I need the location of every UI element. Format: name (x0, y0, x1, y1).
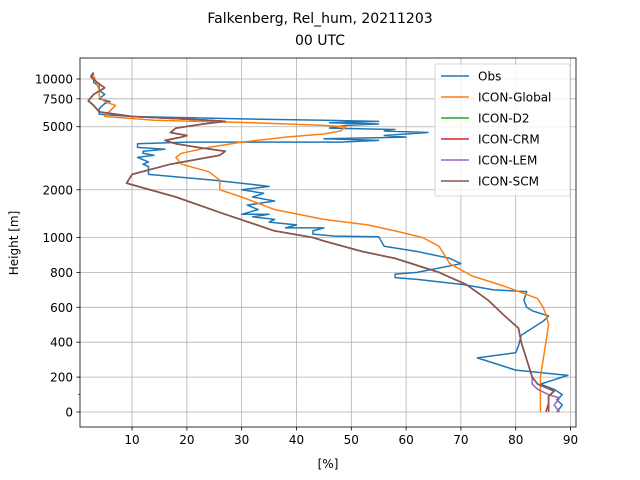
grid-lines (80, 58, 576, 427)
y-tick-label: 0 (65, 406, 73, 420)
plot-area (87, 71, 569, 413)
x-tick-label: 30 (234, 433, 249, 447)
x-axis-ticks: 10 20 30 40 50 60 70 80 90 (124, 427, 578, 447)
series-line-icon-scm (87, 73, 555, 412)
y-tick-label: 10000 (35, 73, 73, 87)
x-tick-label: 20 (179, 433, 194, 447)
series-line-icon-global (93, 75, 550, 412)
legend-label: Obs (478, 70, 501, 84)
y-tick-label: 400 (50, 336, 73, 350)
legend: Obs ICON-Global ICON-D2 ICON-CRM ICON-LEM ICO… (434, 63, 571, 197)
plot-frame (79, 57, 577, 428)
x-tick-label: 90 (563, 433, 578, 447)
y-axis-label: Height [m] (7, 211, 21, 276)
legend-label: ICON-CRM (478, 133, 540, 147)
legend-label: ICON-Global (478, 91, 551, 105)
x-tick-label: 40 (289, 433, 304, 447)
legend-label: ICON-SCM (478, 175, 539, 189)
x-tick-label: 70 (453, 433, 468, 447)
legend-label: ICON-D2 (478, 112, 530, 126)
y-tick-label: 7500 (42, 92, 73, 106)
y-tick-label: 2000 (42, 183, 73, 197)
x-axis-label: [%] (318, 457, 339, 471)
x-tick-label: 80 (508, 433, 523, 447)
x-tick-label: 10 (124, 433, 139, 447)
legend-label: ICON-LEM (478, 154, 537, 168)
y-tick-label: 5000 (42, 120, 73, 134)
y-tick-label: 200 (50, 371, 73, 385)
chart-title: Falkenberg, Rel_hum, 20211203 (207, 11, 432, 27)
x-tick-label: 50 (344, 433, 359, 447)
chart-subtitle: 00 UTC (295, 33, 345, 49)
y-tick-label: 800 (50, 266, 73, 280)
y-axis-ticks: 0 200 400 600 800 1000 2000 5000 7500 10000 (35, 73, 80, 420)
series-line-obs (90, 71, 569, 413)
y-tick-label: 1000 (42, 231, 73, 245)
y-tick-label: 600 (50, 301, 73, 315)
x-tick-label: 60 (398, 433, 413, 447)
